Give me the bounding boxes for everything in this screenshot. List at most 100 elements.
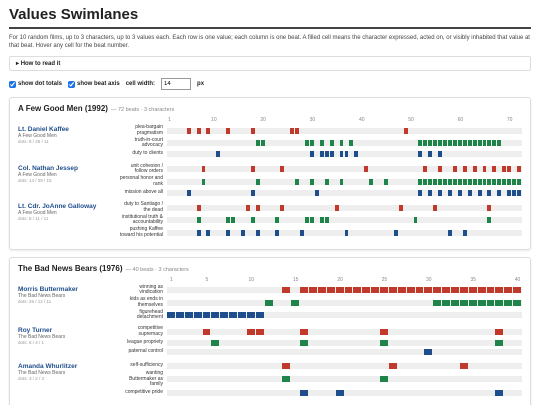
beat-cell[interactable] — [246, 312, 255, 318]
beat-cell[interactable] — [448, 178, 452, 185]
beat-cell[interactable] — [339, 178, 344, 185]
beat-cell[interactable] — [438, 178, 443, 185]
beat-cell[interactable] — [255, 204, 260, 211]
beat-cell[interactable] — [250, 166, 255, 172]
beat-cell[interactable] — [319, 151, 324, 157]
beat-cell[interactable] — [512, 178, 517, 185]
beat-cell[interactable] — [459, 299, 468, 306]
beat-cell[interactable] — [282, 287, 291, 293]
beat-cell[interactable] — [428, 151, 433, 157]
beat-cell[interactable] — [468, 287, 477, 293]
beat-cell[interactable] — [275, 229, 280, 236]
beat-cell[interactable] — [418, 189, 423, 196]
beat-cell[interactable] — [186, 189, 191, 196]
beat-cell[interactable] — [364, 166, 369, 172]
beat-cell[interactable] — [451, 287, 459, 293]
beat-cell[interactable] — [495, 390, 504, 396]
beat-cell[interactable] — [423, 140, 428, 146]
beat-cell[interactable] — [344, 229, 349, 236]
beat-cell[interactable] — [206, 229, 211, 236]
beat-cell[interactable] — [240, 229, 245, 236]
beat-cell[interactable] — [442, 299, 450, 306]
beat-cell[interactable] — [433, 287, 442, 293]
beat-cell[interactable] — [309, 178, 314, 185]
beat-cell[interactable] — [495, 299, 504, 306]
beat-cell[interactable] — [314, 189, 319, 196]
beat-cell[interactable] — [517, 189, 521, 196]
beat-cell[interactable] — [250, 189, 255, 196]
beat-cell[interactable] — [487, 178, 492, 185]
beat-cell[interactable] — [487, 217, 492, 223]
beat-cell[interactable] — [196, 127, 201, 134]
beat-cell[interactable] — [462, 229, 467, 236]
beat-cell[interactable] — [487, 204, 492, 211]
beat-cell[interactable] — [406, 287, 415, 293]
beat-cell[interactable] — [184, 312, 193, 318]
beat-cell[interactable] — [507, 189, 512, 196]
beat-cell[interactable] — [319, 217, 324, 223]
beat-cell[interactable] — [423, 166, 428, 172]
beat-cell[interactable] — [418, 140, 423, 146]
beat-cell[interactable] — [462, 178, 467, 185]
how-to-read[interactable]: How to read it — [9, 56, 531, 71]
beat-cell[interactable] — [457, 189, 462, 196]
beat-cell[interactable] — [193, 312, 202, 318]
beat-cell[interactable] — [309, 151, 314, 157]
beat-cell[interactable] — [477, 287, 486, 293]
beat-cell[interactable] — [354, 151, 359, 157]
checkbox[interactable] — [68, 80, 75, 88]
beat-cell[interactable] — [335, 390, 344, 396]
beat-cell[interactable] — [451, 299, 459, 306]
beat-cell[interactable] — [196, 217, 201, 223]
beat-cell[interactable] — [309, 140, 314, 146]
beat-cell[interactable] — [497, 189, 502, 196]
beat-cell[interactable] — [167, 312, 175, 318]
beat-cell[interactable] — [300, 229, 305, 236]
beat-cell[interactable] — [380, 376, 388, 383]
beat-cell[interactable] — [326, 287, 335, 293]
beat-cell[interactable] — [216, 151, 221, 157]
beat-cell[interactable] — [264, 299, 273, 306]
beat-cell[interactable] — [452, 140, 457, 146]
beat-cell[interactable] — [196, 229, 201, 236]
beat-cell[interactable] — [428, 189, 433, 196]
beat-cell[interactable] — [380, 339, 388, 346]
beat-cell[interactable] — [459, 287, 468, 293]
beat-cell[interactable] — [452, 178, 457, 185]
beat-cell[interactable] — [433, 178, 438, 185]
beat-cell[interactable] — [388, 362, 397, 369]
beat-cell[interactable] — [250, 217, 255, 223]
beat-cell[interactable] — [424, 287, 433, 293]
beat-cell[interactable] — [282, 376, 291, 383]
beat-cell[interactable] — [324, 178, 329, 185]
beat-cell[interactable] — [380, 287, 388, 293]
beat-cell[interactable] — [201, 178, 206, 185]
beat-cell[interactable] — [459, 362, 468, 369]
beat-cell[interactable] — [497, 140, 502, 146]
beat-cell[interactable] — [324, 151, 329, 157]
beat-cell[interactable] — [472, 178, 477, 185]
beat-cell[interactable] — [403, 127, 408, 134]
beat-cell[interactable] — [255, 328, 264, 335]
beat-cell[interactable] — [492, 166, 497, 172]
beat-cell[interactable] — [443, 178, 448, 185]
beat-cell[interactable] — [482, 178, 487, 185]
beat-cell[interactable] — [472, 166, 477, 172]
beat-cell[interactable] — [438, 151, 443, 157]
beat-cell[interactable] — [291, 299, 300, 306]
beat-cell[interactable] — [300, 287, 308, 293]
beat-cell[interactable] — [344, 151, 349, 157]
beat-cell[interactable] — [335, 287, 344, 293]
beat-cell[interactable] — [495, 328, 504, 335]
beat-cell[interactable] — [462, 166, 467, 172]
beat-cell[interactable] — [477, 140, 482, 146]
beat-cell[interactable] — [344, 287, 353, 293]
beat-cell[interactable] — [300, 328, 308, 335]
beat-cell[interactable] — [206, 127, 211, 134]
beat-cell[interactable] — [467, 189, 472, 196]
beat-cell[interactable] — [226, 217, 231, 223]
beat-cell[interactable] — [433, 204, 438, 211]
beat-cell[interactable] — [428, 178, 433, 185]
beat-cell[interactable] — [495, 339, 504, 346]
beat-cell[interactable] — [477, 178, 482, 185]
